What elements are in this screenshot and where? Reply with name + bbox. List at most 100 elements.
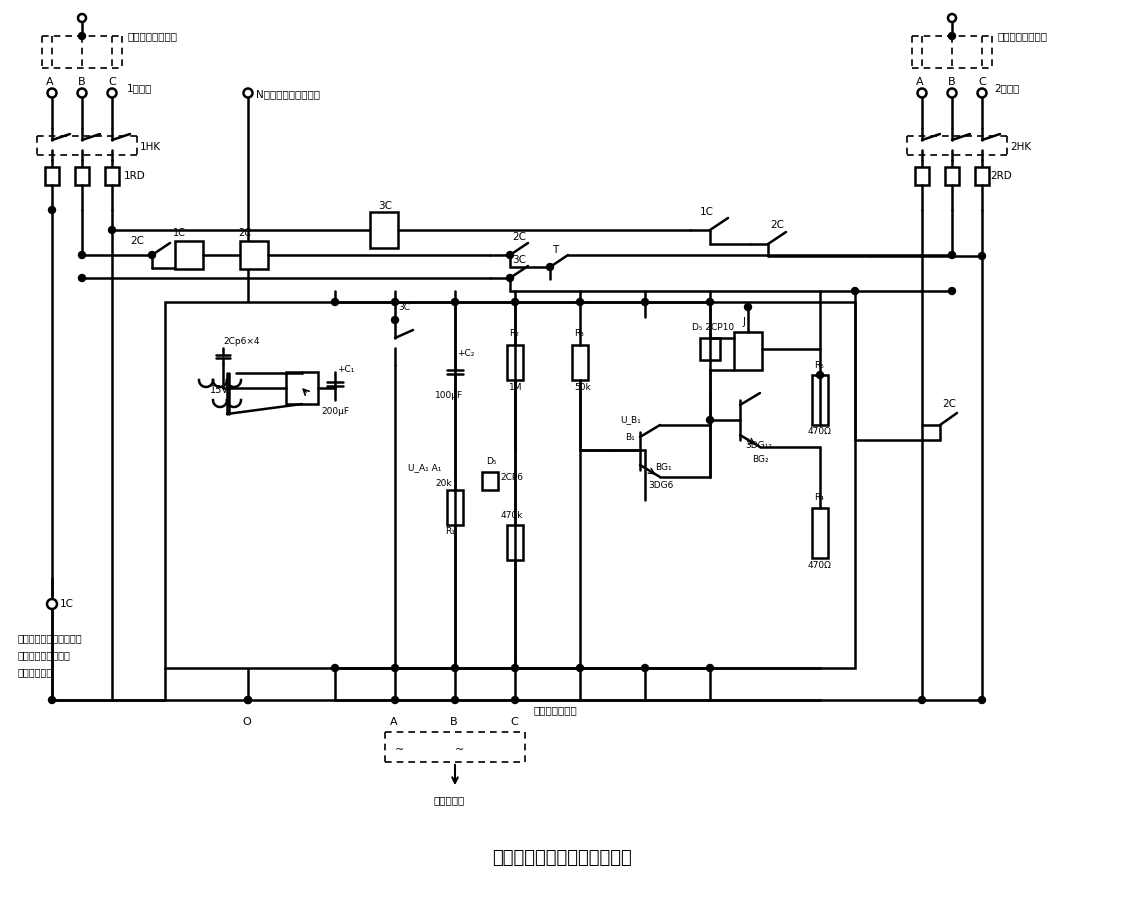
Circle shape bbox=[78, 88, 87, 97]
Text: 2CP6: 2CP6 bbox=[500, 473, 523, 482]
Bar bbox=[507, 525, 523, 560]
Text: 3C: 3C bbox=[398, 304, 410, 313]
Text: C: C bbox=[108, 77, 116, 87]
Circle shape bbox=[332, 664, 338, 672]
Text: 3DG6: 3DG6 bbox=[649, 480, 673, 489]
Circle shape bbox=[452, 298, 459, 306]
Circle shape bbox=[391, 697, 399, 704]
Text: 470k: 470k bbox=[501, 511, 524, 520]
Circle shape bbox=[245, 697, 252, 704]
Circle shape bbox=[816, 371, 824, 378]
Bar bbox=[482, 472, 498, 490]
Text: 1C: 1C bbox=[700, 207, 714, 217]
Text: 注：电源为单相电源时，: 注：电源为单相电源时， bbox=[18, 633, 83, 643]
Text: A: A bbox=[916, 77, 924, 87]
Circle shape bbox=[642, 298, 649, 306]
Circle shape bbox=[507, 274, 514, 281]
Text: R₃: R₃ bbox=[574, 328, 583, 337]
Text: 1HK: 1HK bbox=[140, 142, 161, 152]
Bar bbox=[572, 345, 588, 380]
Text: 按虚线所示样法连接: 按虚线所示样法连接 bbox=[18, 650, 71, 660]
Circle shape bbox=[979, 697, 986, 704]
Text: BG₁: BG₁ bbox=[655, 464, 672, 473]
Text: B: B bbox=[948, 77, 955, 87]
Circle shape bbox=[48, 697, 55, 704]
Circle shape bbox=[744, 304, 752, 310]
Text: B: B bbox=[450, 717, 457, 727]
Circle shape bbox=[642, 664, 649, 672]
Text: 3C: 3C bbox=[513, 255, 526, 265]
Circle shape bbox=[452, 697, 459, 704]
Text: B: B bbox=[78, 77, 85, 87]
Bar bbox=[812, 375, 828, 425]
Circle shape bbox=[707, 416, 714, 423]
Text: R₅: R₅ bbox=[814, 360, 824, 369]
Bar bbox=[507, 345, 523, 380]
Circle shape bbox=[452, 664, 459, 672]
Circle shape bbox=[109, 227, 116, 234]
Text: 另一种仅路三相电源自投装置: 另一种仅路三相电源自投装置 bbox=[492, 849, 632, 867]
Circle shape bbox=[948, 88, 957, 97]
Text: D₅: D₅ bbox=[486, 458, 497, 467]
Circle shape bbox=[707, 298, 714, 306]
Text: ~: ~ bbox=[455, 745, 464, 755]
Text: 接单相负载: 接单相负载 bbox=[433, 795, 464, 805]
Text: U_A₁ A₁: U_A₁ A₁ bbox=[408, 464, 442, 473]
Circle shape bbox=[391, 316, 399, 324]
Text: 由此接三相负载: 由此接三相负载 bbox=[533, 705, 577, 715]
Circle shape bbox=[979, 253, 986, 260]
Circle shape bbox=[391, 664, 399, 672]
Circle shape bbox=[577, 664, 583, 672]
Circle shape bbox=[917, 88, 926, 97]
Bar bbox=[734, 332, 762, 370]
Text: J: J bbox=[742, 317, 745, 327]
Text: 1M: 1M bbox=[509, 384, 523, 393]
Text: 1RD: 1RD bbox=[124, 171, 146, 181]
Bar bbox=[915, 167, 930, 185]
Text: T: T bbox=[552, 245, 559, 255]
Bar bbox=[75, 167, 89, 185]
Circle shape bbox=[48, 207, 55, 213]
Circle shape bbox=[949, 288, 955, 295]
Circle shape bbox=[391, 298, 399, 306]
Circle shape bbox=[79, 274, 85, 281]
Text: 2HK: 2HK bbox=[1010, 142, 1031, 152]
Circle shape bbox=[577, 298, 583, 306]
Text: C: C bbox=[510, 717, 518, 727]
Circle shape bbox=[949, 252, 955, 259]
Circle shape bbox=[245, 697, 252, 704]
Circle shape bbox=[511, 664, 518, 672]
Bar bbox=[175, 241, 203, 269]
Text: D₅ 2CP10: D₅ 2CP10 bbox=[692, 324, 734, 333]
Text: 2Cp6×4: 2Cp6×4 bbox=[223, 337, 260, 346]
Bar bbox=[945, 167, 959, 185]
Circle shape bbox=[79, 252, 85, 259]
Text: N单相或三相电源零线: N单相或三相电源零线 bbox=[256, 89, 320, 99]
Circle shape bbox=[79, 32, 85, 40]
Bar bbox=[165, 302, 855, 668]
Text: 电源和负载。: 电源和负载。 bbox=[18, 667, 53, 677]
Circle shape bbox=[918, 697, 925, 704]
Circle shape bbox=[47, 88, 56, 97]
Text: 100μF: 100μF bbox=[435, 390, 463, 399]
Text: 200μF: 200μF bbox=[321, 407, 348, 416]
Text: 470Ω: 470Ω bbox=[808, 428, 832, 437]
Circle shape bbox=[78, 14, 87, 22]
Text: 2C: 2C bbox=[513, 232, 526, 242]
Bar bbox=[700, 338, 720, 360]
Text: +C₂: +C₂ bbox=[457, 349, 474, 358]
Bar bbox=[241, 241, 268, 269]
Text: 单相电源火线接法: 单相电源火线接法 bbox=[127, 31, 176, 41]
Text: ~: ~ bbox=[396, 745, 405, 755]
Text: A: A bbox=[390, 717, 398, 727]
Text: R₄: R₄ bbox=[814, 494, 824, 503]
Text: 单相电源火线接法: 单相电源火线接法 bbox=[997, 31, 1046, 41]
Circle shape bbox=[852, 288, 859, 295]
Text: B₁: B₁ bbox=[625, 433, 635, 442]
Text: U_B₁: U_B₁ bbox=[620, 415, 641, 424]
Text: 1C: 1C bbox=[173, 228, 185, 238]
Text: 2C: 2C bbox=[942, 399, 957, 409]
Text: C: C bbox=[978, 77, 986, 87]
Text: 2C: 2C bbox=[770, 220, 785, 230]
Text: 470Ω: 470Ω bbox=[808, 562, 832, 571]
